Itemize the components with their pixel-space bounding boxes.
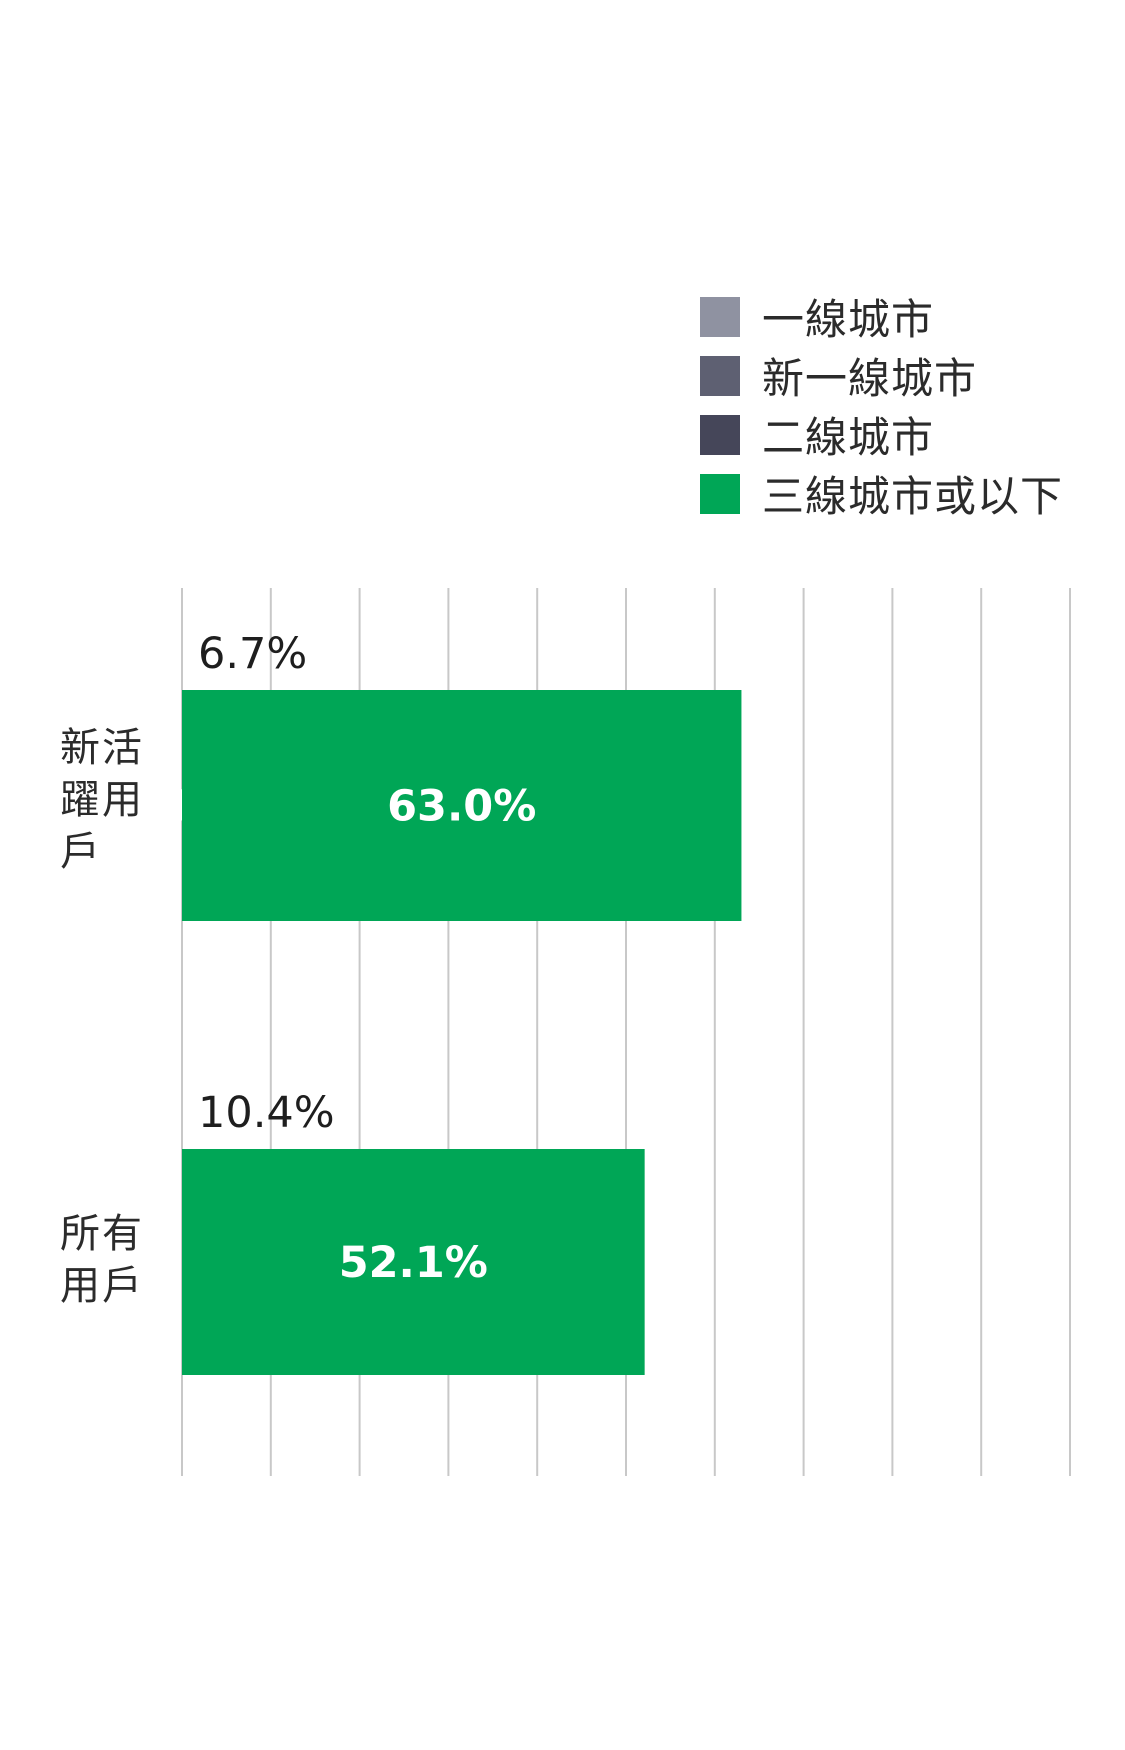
legend-swatch: [700, 473, 740, 514]
category-label-line: 戶: [60, 829, 102, 875]
category-label-line: 用戶: [60, 1263, 144, 1309]
category-label-line: 所有: [60, 1211, 144, 1257]
data-label: 6.7%: [198, 629, 307, 679]
legend-label: 二線城市: [762, 413, 935, 462]
data-label: 52.1%: [339, 1238, 488, 1288]
bar-segment: [182, 690, 742, 921]
legend-swatch: [700, 296, 740, 337]
data-label: 63.0%: [387, 782, 536, 832]
legend-item: 新一線城市: [700, 346, 1063, 405]
legend-item: 一線城市: [700, 287, 1063, 346]
legend-swatch: [700, 355, 740, 396]
data-label: 10.4%: [198, 1088, 335, 1138]
legend: 一線城市新一線城市二線城市三線城市或以下: [700, 287, 1063, 523]
legend-item: 三線城市或以下: [700, 464, 1063, 523]
legend-item: 二線城市: [700, 405, 1063, 464]
legend-label: 一線城市: [762, 295, 935, 344]
category-label-line: 新活: [60, 725, 144, 771]
bar-segment: [182, 1149, 645, 1375]
category-label: 新活 躍用戶: [60, 722, 144, 878]
category-label-line: 躍用: [60, 777, 144, 823]
category-label: 所有 用戶: [60, 1208, 144, 1312]
legend-label: 三線城市或以下: [762, 472, 1064, 521]
legend-label: 新一線城市: [762, 354, 978, 403]
legend-swatch: [700, 414, 740, 455]
